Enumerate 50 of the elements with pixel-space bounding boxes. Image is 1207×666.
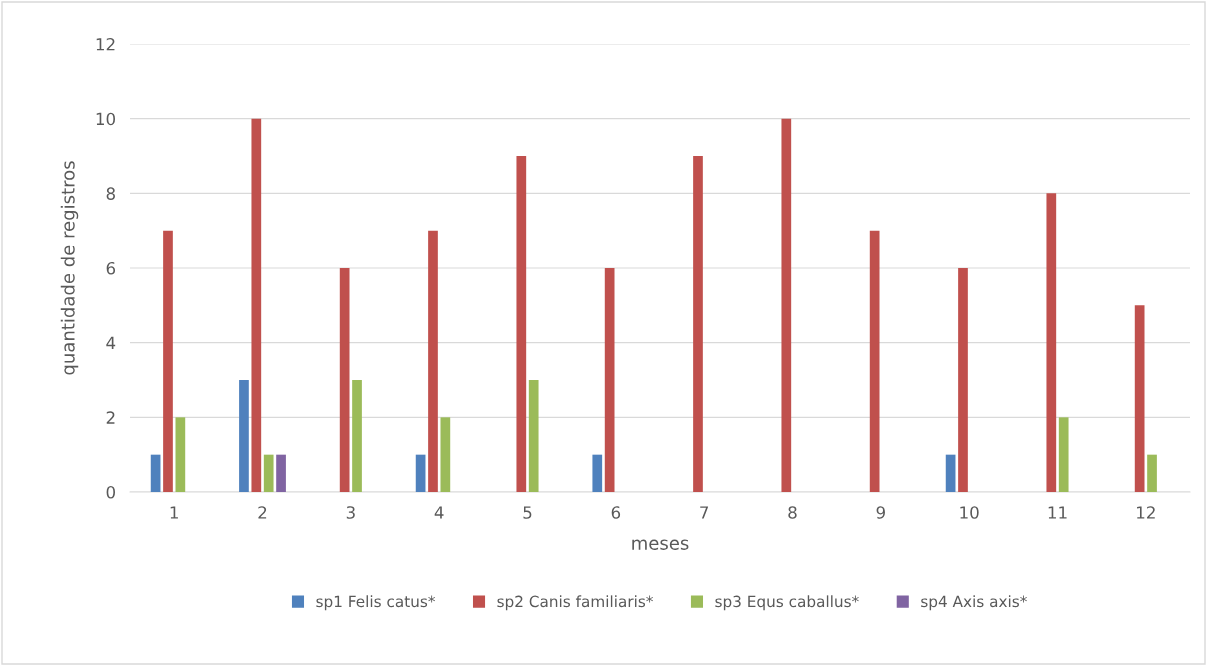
x-tick-label: 8 bbox=[788, 506, 797, 519]
bar bbox=[440, 417, 451, 492]
legend-label: sp1 Felis catus* bbox=[316, 595, 436, 611]
bar bbox=[175, 417, 186, 492]
bar bbox=[1134, 305, 1145, 492]
bar bbox=[528, 380, 539, 492]
x-tick-label: 3 bbox=[346, 506, 355, 519]
bar bbox=[1147, 454, 1157, 492]
y-tick-label: 8 bbox=[106, 187, 115, 200]
bar bbox=[263, 454, 274, 492]
bar bbox=[163, 230, 173, 492]
bar bbox=[604, 268, 615, 492]
bar bbox=[945, 454, 956, 492]
y-tick-label: 6 bbox=[106, 261, 116, 275]
bar bbox=[428, 230, 438, 492]
bar bbox=[592, 454, 603, 492]
x-tick-label: 11 bbox=[1048, 506, 1067, 519]
y-tick-label: 0 bbox=[106, 485, 115, 499]
x-tick-label: 2 bbox=[258, 506, 267, 519]
y-axis-title: quantidade de registros bbox=[60, 161, 79, 375]
bar bbox=[239, 380, 249, 492]
bar bbox=[251, 118, 262, 492]
y-tick-label: 2 bbox=[106, 411, 115, 424]
x-tick-label: 12 bbox=[1137, 506, 1155, 519]
y-tick-label: 10 bbox=[96, 112, 115, 126]
bar bbox=[781, 118, 792, 492]
bar bbox=[1046, 193, 1057, 492]
legend-label: sp2 Canis familiaris* bbox=[497, 595, 653, 611]
bar bbox=[415, 454, 426, 492]
bar bbox=[516, 156, 527, 492]
legend-label: sp4 Axis axis* bbox=[921, 595, 1027, 611]
bar bbox=[958, 268, 968, 492]
bar bbox=[339, 268, 350, 492]
x-tick-label: 1 bbox=[170, 506, 178, 519]
bar bbox=[150, 454, 161, 492]
bar bbox=[693, 156, 703, 492]
bar bbox=[1058, 417, 1069, 492]
y-tick-label: 4 bbox=[106, 336, 116, 349]
x-tick-label: 9 bbox=[876, 506, 885, 519]
y-tick-label: 12 bbox=[96, 37, 115, 51]
x-axis-title: meses bbox=[632, 539, 689, 550]
bar bbox=[352, 380, 362, 492]
x-tick-label: 4 bbox=[434, 506, 444, 519]
x-tick-label: 10 bbox=[960, 506, 979, 519]
bar bbox=[869, 230, 880, 492]
x-tick-label: 7 bbox=[700, 506, 709, 519]
x-tick-label: 6 bbox=[611, 506, 621, 519]
legend-label: sp3 Equs caballus* bbox=[715, 595, 859, 611]
x-tick-label: 5 bbox=[523, 506, 532, 519]
bar bbox=[276, 454, 286, 492]
